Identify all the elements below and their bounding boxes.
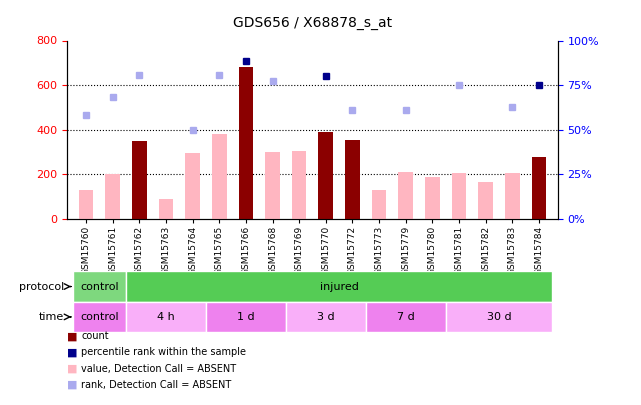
- Bar: [158, 199, 173, 219]
- Text: protocol: protocol: [19, 281, 64, 292]
- Bar: [531, 158, 546, 219]
- Text: ■: ■: [67, 347, 78, 357]
- Text: GDS656 / X68878_s_at: GDS656 / X68878_s_at: [233, 16, 392, 30]
- Text: ■: ■: [67, 364, 78, 373]
- Bar: [126, 302, 206, 332]
- Bar: [265, 152, 280, 219]
- Text: percentile rank within the sample: percentile rank within the sample: [81, 347, 246, 357]
- Bar: [425, 177, 440, 219]
- Bar: [478, 182, 493, 219]
- Text: rank, Detection Call = ABSENT: rank, Detection Call = ABSENT: [81, 380, 231, 390]
- Bar: [505, 173, 520, 219]
- Text: ■: ■: [67, 380, 78, 390]
- Bar: [105, 174, 120, 219]
- Text: 1 d: 1 d: [237, 312, 254, 322]
- Bar: [72, 302, 126, 332]
- Text: injured: injured: [320, 281, 358, 292]
- Text: control: control: [80, 281, 119, 292]
- Bar: [238, 67, 253, 219]
- Text: ■: ■: [67, 331, 78, 341]
- Bar: [372, 190, 387, 219]
- Text: 7 d: 7 d: [397, 312, 415, 322]
- Bar: [366, 302, 445, 332]
- Text: control: control: [80, 312, 119, 322]
- Bar: [206, 302, 286, 332]
- Bar: [452, 173, 467, 219]
- Bar: [132, 141, 147, 219]
- Text: time: time: [39, 312, 64, 322]
- Text: 3 d: 3 d: [317, 312, 335, 322]
- Bar: [445, 302, 553, 332]
- Text: value, Detection Call = ABSENT: value, Detection Call = ABSENT: [81, 364, 237, 373]
- Bar: [185, 153, 200, 219]
- Bar: [72, 271, 126, 302]
- Bar: [286, 302, 366, 332]
- Bar: [79, 190, 94, 219]
- Text: count: count: [81, 331, 109, 341]
- Bar: [292, 151, 306, 219]
- Bar: [345, 140, 360, 219]
- Bar: [319, 132, 333, 219]
- Bar: [399, 172, 413, 219]
- Bar: [212, 134, 226, 219]
- Bar: [126, 271, 553, 302]
- Text: 30 d: 30 d: [487, 312, 512, 322]
- Text: 4 h: 4 h: [157, 312, 175, 322]
